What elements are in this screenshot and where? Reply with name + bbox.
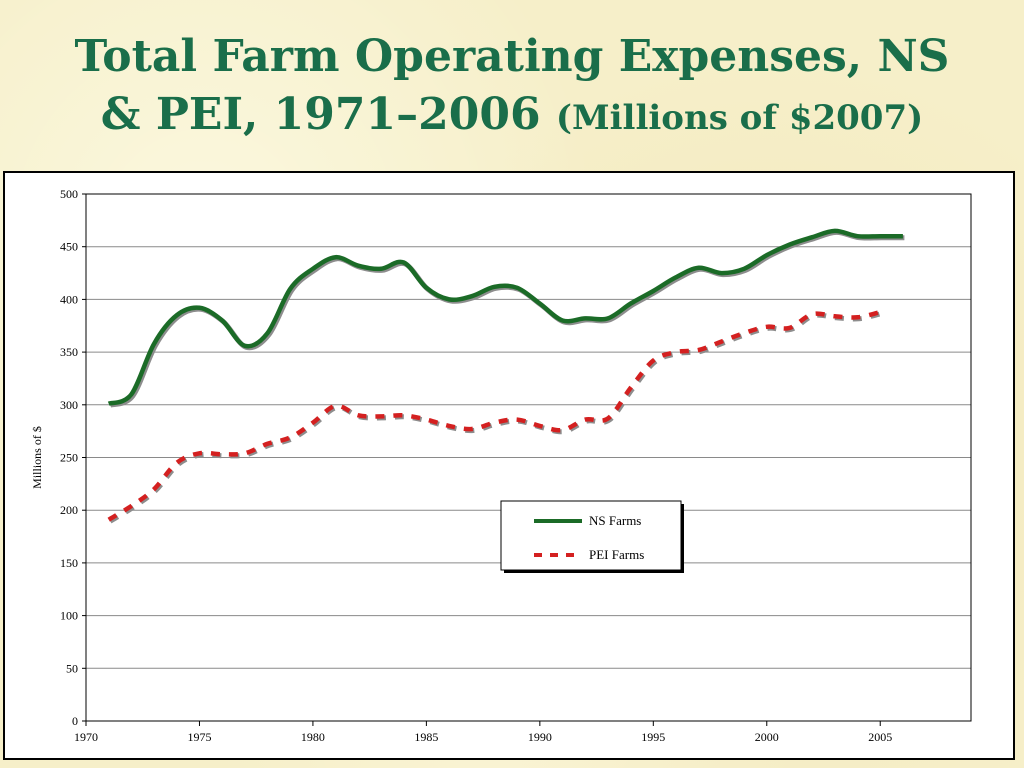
x-tick-label: 1975	[187, 730, 211, 744]
y-axis-ticks: 0 50 100 150 200 250 300 350 400 450 500	[60, 187, 86, 728]
y-tick-label: 200	[60, 503, 78, 517]
title-subtitle: (Millions of $2007)	[555, 98, 924, 138]
legend: NS Farms PEI Farms	[500, 500, 684, 573]
legend-box	[500, 500, 682, 571]
y-tick-label: 0	[72, 714, 78, 728]
title-line-2: & PEI, 1971–2006 (Millions of $2007)	[0, 86, 1024, 147]
title-line-1: Total Farm Operating Expenses, NS	[74, 31, 950, 82]
y-tick-label: 300	[60, 398, 78, 412]
x-tick-label: 1980	[301, 730, 325, 744]
y-tick-label: 150	[60, 556, 78, 570]
x-axis-ticks: 1970 1975 1980 1985 1990 1995 2000 2005	[74, 721, 892, 744]
title-line-2-main: & PEI, 1971–2006	[100, 89, 541, 140]
x-tick-label: 1985	[414, 730, 438, 744]
x-tick-label: 2005	[868, 730, 892, 744]
y-tick-label: 100	[60, 609, 78, 623]
chart-frame: 0 50 100 150 200 250 300 350 400 450 500 1970 1975 1…	[3, 171, 1015, 760]
y-axis-label: Millions of $	[30, 426, 44, 489]
y-tick-label: 350	[60, 345, 78, 359]
series-layer	[107, 228, 905, 524]
legend-label-ns-farms: NS Farms	[589, 513, 641, 528]
y-tick-label: 250	[60, 451, 78, 465]
series-line-pei-farms	[107, 309, 881, 522]
slide-title: Total Farm Operating Expenses, NS & PEI,…	[0, 28, 1024, 147]
y-tick-label: 400	[60, 292, 78, 306]
y-tick-label: 450	[60, 240, 78, 254]
series-shadow-ns-farms	[109, 229, 905, 408]
x-tick-label: 1990	[528, 730, 552, 744]
series-shadow-pei-farms	[108, 311, 883, 524]
y-tick-label: 50	[66, 661, 78, 675]
x-tick-label: 1995	[641, 730, 665, 744]
series-line-ns-farms	[107, 228, 903, 406]
x-tick-label: 2000	[755, 730, 779, 744]
legend-items: NS Farms PEI Farms	[534, 513, 644, 562]
legend-label-pei-farms: PEI Farms	[589, 547, 644, 562]
y-tick-label: 500	[60, 187, 78, 201]
x-tick-label: 1970	[74, 730, 98, 744]
